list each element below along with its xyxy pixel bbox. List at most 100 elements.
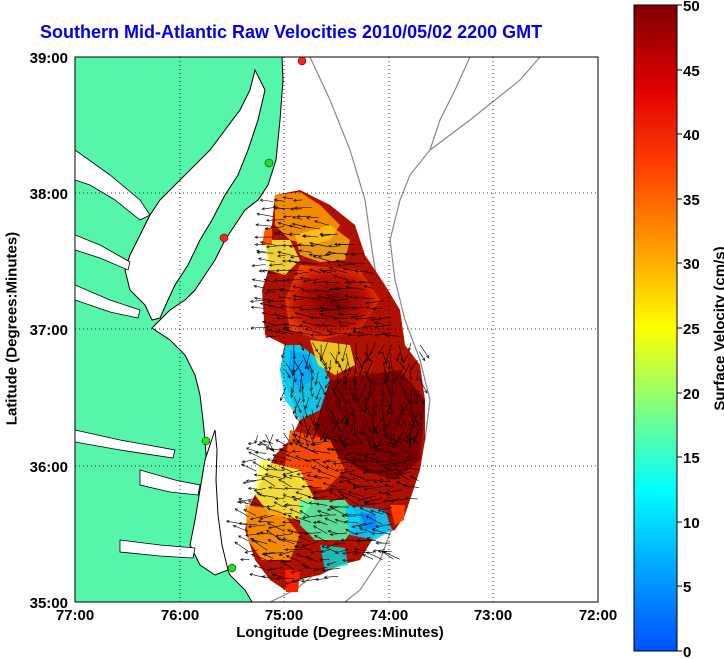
velocity-arrow-head bbox=[302, 279, 307, 283]
velocity-arrow-head bbox=[291, 579, 296, 583]
velocity-arrow-head bbox=[356, 538, 360, 543]
velocity-arrow-head bbox=[339, 475, 344, 479]
velocity-arrow bbox=[267, 522, 285, 532]
velocity-arrow-head bbox=[350, 392, 354, 397]
velocity-arrow bbox=[305, 555, 319, 562]
velocity-arrow-head bbox=[353, 551, 358, 555]
velocity-arrow-head bbox=[351, 413, 356, 417]
y-tick-label: 38:00 bbox=[30, 186, 68, 203]
velocity-arrow bbox=[274, 199, 284, 202]
velocity-arrow-head bbox=[289, 474, 293, 478]
velocity-arrow bbox=[283, 326, 293, 329]
station-marker bbox=[201, 436, 211, 446]
velocity-arrow-head bbox=[292, 294, 297, 298]
velocity-arrow bbox=[261, 207, 275, 210]
velocity-arrow bbox=[300, 342, 304, 351]
velocity-arrow bbox=[267, 300, 285, 303]
velocity-arrow-head bbox=[238, 522, 243, 526]
velocity-arrow bbox=[278, 222, 294, 228]
velocity-arrow-head bbox=[371, 444, 376, 448]
velocity-arrow-head bbox=[282, 243, 286, 248]
velocity-arrow bbox=[339, 406, 349, 423]
velocity-arrow-head bbox=[385, 467, 389, 471]
velocity-arrow-head bbox=[255, 223, 259, 227]
velocity-arrow-head bbox=[416, 422, 420, 426]
velocity-arrow bbox=[266, 219, 285, 221]
velocity-arrow-head bbox=[409, 401, 413, 406]
velocity-arrow-head bbox=[247, 524, 252, 529]
velocity-arrow bbox=[342, 342, 348, 362]
velocity-arrow bbox=[391, 450, 410, 457]
velocity-arrow-head bbox=[385, 476, 390, 480]
velocity-arrow bbox=[268, 487, 284, 490]
velocity-arrow-head bbox=[322, 460, 326, 464]
velocity-arrow-head bbox=[273, 279, 277, 283]
velocity-arrow-head bbox=[363, 455, 368, 459]
velocity-arrow-head bbox=[265, 335, 269, 339]
velocity-arrow-head bbox=[318, 268, 323, 272]
velocity-arrow-head bbox=[330, 447, 334, 451]
velocity-arrow bbox=[399, 415, 406, 425]
velocity-arrow-head bbox=[238, 500, 243, 505]
velocity-arrow-head bbox=[282, 196, 287, 200]
velocity-arrow-head bbox=[377, 508, 382, 512]
velocity-arrow bbox=[293, 199, 303, 201]
velocity-arrow bbox=[301, 263, 319, 265]
velocity-arrow-head bbox=[247, 500, 252, 504]
velocity-arrow bbox=[354, 551, 375, 554]
velocity-arrow-head bbox=[359, 507, 364, 511]
velocity-arrow-head bbox=[267, 271, 271, 275]
velocity-arrow bbox=[396, 352, 400, 362]
velocity-arrow bbox=[340, 476, 349, 479]
velocity-arrow-head bbox=[299, 443, 303, 448]
velocity-arrow-head bbox=[291, 449, 296, 453]
velocity-arrow-head bbox=[358, 372, 363, 377]
velocity-arrow-head bbox=[311, 449, 315, 453]
velocity-arrow-head bbox=[277, 230, 282, 235]
velocity-arrow-head bbox=[259, 516, 263, 520]
velocity-arrow-head bbox=[352, 484, 357, 488]
velocity-arrow bbox=[259, 441, 275, 452]
velocity-arrow-head bbox=[282, 475, 287, 479]
velocity-arrow-head bbox=[263, 278, 268, 282]
velocity-arrow bbox=[344, 361, 349, 374]
velocity-arrow-head bbox=[377, 549, 382, 554]
velocity-arrow-head bbox=[295, 491, 300, 495]
velocity-arrow bbox=[330, 298, 348, 302]
velocity-arrow-head bbox=[267, 304, 272, 308]
velocity-arrow-head bbox=[320, 549, 324, 553]
velocity-arrow-head bbox=[342, 375, 346, 380]
velocity-arrow-head bbox=[291, 439, 296, 443]
velocity-arrow bbox=[253, 565, 266, 570]
velocity-arrow-head bbox=[266, 446, 270, 451]
velocity-arrow-head bbox=[241, 460, 246, 464]
velocity-arrow bbox=[354, 398, 363, 411]
velocity-arrow bbox=[344, 443, 364, 445]
velocity-arrow bbox=[245, 533, 259, 536]
velocity-arrow-head bbox=[257, 442, 261, 447]
velocity-arrow bbox=[381, 442, 394, 446]
velocity-arrow-head bbox=[299, 307, 303, 311]
velocity-arrow bbox=[279, 296, 292, 299]
velocity-arrow-head bbox=[415, 377, 420, 382]
velocity-arrow bbox=[248, 451, 267, 461]
velocity-arrow-head bbox=[384, 333, 389, 337]
velocity-arrow bbox=[373, 479, 383, 483]
velocity-arrow bbox=[239, 523, 257, 526]
velocity-arrow bbox=[291, 432, 303, 448]
velocity-arrow bbox=[248, 487, 258, 490]
velocity-arrow bbox=[267, 464, 278, 470]
velocity-arrow bbox=[329, 490, 340, 498]
velocity-arrow-head bbox=[277, 329, 281, 333]
velocity-arrow bbox=[382, 387, 384, 397]
velocity-arrow bbox=[392, 443, 404, 451]
velocity-arrow-head bbox=[288, 269, 292, 273]
station-marker bbox=[264, 158, 274, 168]
velocity-arrow bbox=[292, 496, 310, 505]
velocity-arrow bbox=[338, 490, 357, 498]
velocity-arrow bbox=[264, 279, 274, 283]
velocity-arrow-head bbox=[375, 460, 379, 464]
velocity-arrow-head bbox=[342, 445, 347, 449]
velocity-arrow bbox=[291, 306, 303, 309]
velocity-arrow bbox=[295, 312, 310, 317]
